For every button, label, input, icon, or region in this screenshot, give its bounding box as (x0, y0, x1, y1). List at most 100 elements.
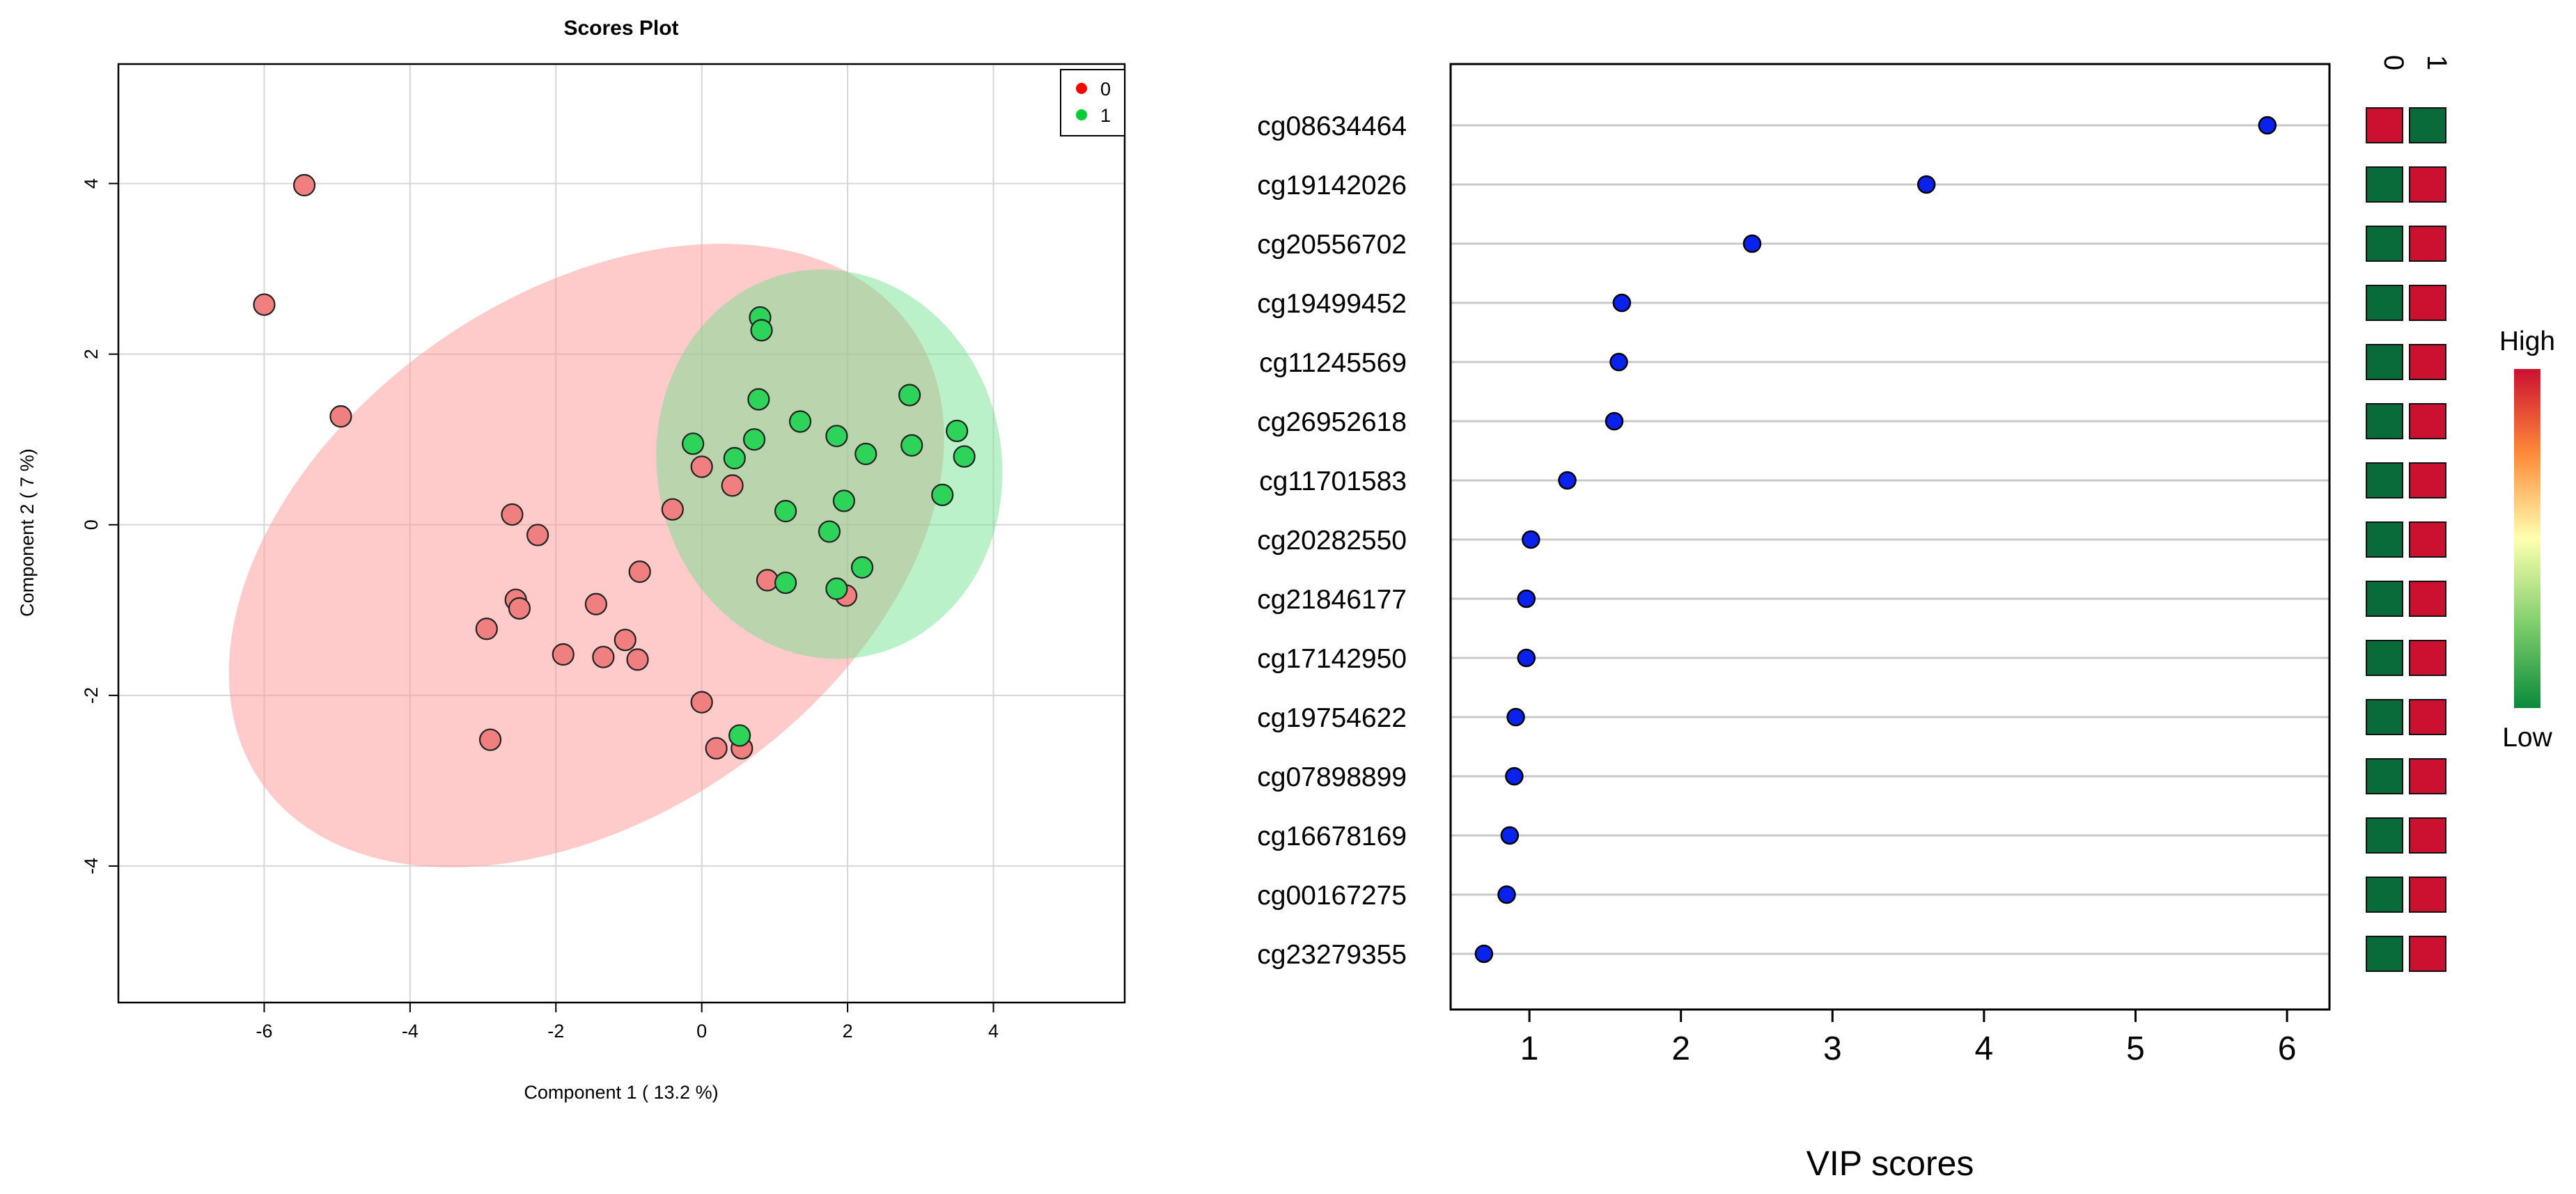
heatmap-cell-group-0 (2366, 403, 2403, 439)
score-point-group-1 (946, 419, 969, 443)
vip-variable-label: cg20282550 (1257, 526, 1407, 556)
vip-point (1474, 944, 1494, 964)
score-point-group-0 (501, 503, 524, 526)
scores-y-tick-label: -4 (81, 858, 102, 874)
score-point-group-1 (742, 428, 766, 451)
legend-label-0: 0 (1100, 79, 1111, 100)
vip-variable-label: cg11245569 (1259, 348, 1407, 378)
score-point-group-1 (788, 410, 812, 433)
scores-x-tick-label: -2 (547, 1021, 564, 1042)
vip-variable-label: cg17142950 (1257, 644, 1407, 674)
vip-point (2258, 116, 2277, 135)
scores-x-tick-label: -6 (256, 1021, 272, 1042)
heatmap-cell-group-0 (2366, 285, 2403, 321)
vip-variable-label: cg19142026 (1257, 171, 1407, 201)
colorbar-low-label: Low (2502, 723, 2552, 753)
vip-variable-label: cg16678169 (1257, 822, 1407, 851)
vip-point (1609, 352, 1628, 372)
score-point-group-0 (475, 618, 498, 641)
confidence-ellipse-group-1 (656, 269, 1003, 659)
vip-point (1517, 589, 1536, 608)
vip-x-axis-label: VIP scores (1806, 1144, 1974, 1183)
scores-y-tick-label: 4 (81, 178, 102, 189)
heatmap-cell-group-0 (2366, 462, 2403, 498)
vip-point (1917, 175, 1936, 194)
vip-point (1506, 707, 1525, 727)
heatmap-cell-group-1 (2409, 758, 2446, 794)
scores-legend-box (1060, 69, 1125, 136)
legend-marker-1 (1076, 109, 1087, 120)
scores-y-tick-label: 0 (81, 519, 102, 530)
heatmap-cell-group-1 (2409, 226, 2446, 262)
score-point-group-1 (818, 520, 841, 543)
scores-y-tick-label: 2 (81, 349, 102, 359)
heatmap-cell-group-1 (2409, 521, 2446, 558)
score-point-group-0 (292, 173, 316, 197)
heatmap-cell-group-1 (2409, 166, 2446, 203)
scores-plot-title: Scores Plot (563, 17, 678, 40)
score-point-group-1 (682, 432, 705, 455)
score-point-group-1 (723, 447, 746, 470)
score-point-group-0 (253, 293, 276, 316)
scores-y-ticks: -4 -2 0 2 4 (81, 178, 118, 874)
heatmap-cell-group-0 (2366, 936, 2403, 972)
heatmap-cell-group-0 (2366, 699, 2403, 735)
vip-variable-label: cg00167275 (1257, 881, 1407, 911)
vip-point (1558, 471, 1577, 490)
legend-label-1: 1 (1100, 105, 1111, 126)
heatmap-cell-group-1 (2409, 699, 2446, 735)
heatmap-cell-group-1 (2409, 936, 2446, 972)
heatmap-cell-group-1 (2409, 817, 2446, 854)
vip-point (1505, 767, 1524, 786)
score-point-group-0 (584, 592, 607, 615)
vip-variable-label: cg19754622 (1257, 703, 1407, 733)
score-point-group-0 (508, 597, 531, 620)
score-point-group-0 (756, 569, 779, 592)
score-point-group-0 (526, 524, 549, 547)
vip-variable-label: cg21846177 (1257, 585, 1407, 615)
heatmap-column-label-1: 1 (2421, 55, 2452, 70)
score-point-group-1 (931, 483, 954, 506)
vip-gridlines (1451, 124, 2329, 955)
score-point-group-1 (728, 724, 751, 747)
score-point-group-1 (747, 388, 770, 411)
heatmap-cell-group-1 (2409, 107, 2446, 143)
vip-plot-frame (1449, 63, 2331, 1011)
scores-legend: 0 1 (1060, 69, 1125, 136)
vip-point (1742, 234, 1762, 253)
score-point-group-1 (898, 384, 921, 407)
score-point-group-0 (626, 648, 649, 671)
heatmap-cell-group-0 (2366, 581, 2403, 617)
vip-plot: cg08634464 cg19142026 cg20556702 cg19499452… (1257, 55, 2555, 1183)
vip-x-tick-label: 5 (2126, 1030, 2145, 1067)
scores-x-tick-label: 0 (696, 1021, 707, 1042)
colorbar-gradient (2514, 369, 2540, 708)
scores-points (253, 173, 976, 760)
heatmap-cell-group-0 (2366, 521, 2403, 558)
legend-marker-0 (1076, 83, 1087, 94)
score-point-group-0 (690, 455, 713, 478)
vip-point (1612, 293, 1632, 313)
heatmap-cell-group-0 (2366, 817, 2403, 854)
vip-x-tick-label: 2 (1671, 1030, 1690, 1067)
scores-x-axis-label: Component 1 ( 13.2 %) (524, 1082, 718, 1103)
score-point-group-0 (329, 405, 352, 428)
heatmap-cell-group-0 (2366, 166, 2403, 203)
score-point-group-1 (825, 425, 848, 448)
heatmap-cell-group-0 (2366, 344, 2403, 380)
vip-variable-label: cg20556702 (1257, 230, 1407, 260)
score-point-group-1 (850, 556, 874, 579)
heatmap-cell-group-0 (2366, 758, 2403, 794)
vip-point (1517, 648, 1536, 668)
score-point-group-1 (900, 434, 923, 457)
heatmap-cell-group-1 (2409, 285, 2446, 321)
vip-colorbar: High Low (2499, 327, 2555, 753)
score-point-group-0 (721, 474, 744, 497)
vip-point (1500, 826, 1520, 845)
score-point-group-1 (854, 442, 877, 466)
score-point-group-0 (478, 728, 502, 751)
vip-variable-label: cg19499452 (1257, 289, 1407, 319)
heatmap-cell-group-1 (2409, 640, 2446, 676)
vip-point (1522, 530, 1540, 549)
